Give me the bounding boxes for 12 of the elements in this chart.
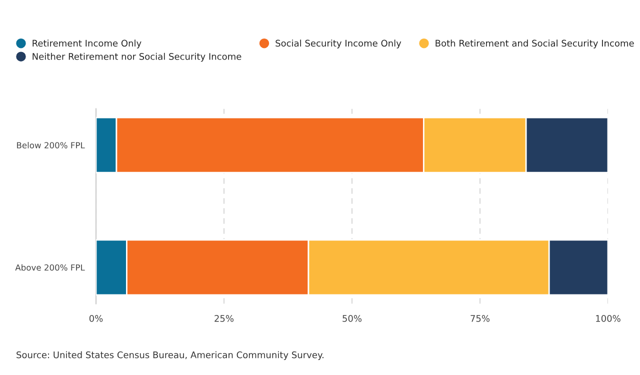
legend-label: Neither Retirement nor Social Security Income	[32, 52, 242, 62]
legend-label: Social Security Income Only	[276, 40, 402, 48]
x-tick-label: 75%	[470, 315, 490, 322]
source-note: Source: United States Census Bureau, American Community Survey.	[16, 351, 324, 360]
x-tick-label: 100%	[596, 315, 620, 322]
x-tick-label: 25%	[214, 315, 234, 322]
legend-label: Retirement Income Only	[32, 40, 142, 48]
legend-label: Both Retirement and Social Security Income	[436, 40, 634, 48]
y-tick-label: Below 200% FPL	[17, 142, 85, 148]
y-tick-label: Above 200% FPL	[15, 264, 85, 271]
x-tick-label: 0%	[89, 315, 103, 322]
x-tick-label: 50%	[342, 315, 362, 322]
